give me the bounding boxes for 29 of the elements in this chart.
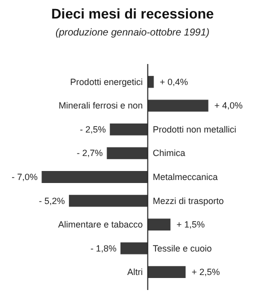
y-tick-label: Alimentare e tabacco [58, 220, 143, 230]
bar [148, 100, 208, 112]
y-tick-label: Minerali ferrosi e non [58, 100, 143, 111]
data-label: - 2,7% [76, 148, 103, 158]
data-label: + 2,5% [192, 267, 220, 278]
chart-subtitle: (produzione gennaio-ottobre 1991) [56, 28, 210, 38]
data-label: - 2,5% [80, 124, 106, 134]
chart-title: Dieci mesi di recessione [51, 6, 214, 22]
data-label: - 7,0% [12, 172, 38, 182]
data-label: + 0,4% [160, 76, 188, 87]
y-tick-label: Chimica [152, 148, 186, 158]
bar [148, 76, 154, 88]
y-tick-label: Metalmeccanica [152, 172, 218, 182]
y-tick-label: Tessile e cuoio [152, 243, 212, 254]
y-tick-label: Mezzi di trasporto [152, 196, 224, 206]
y-tick-label: Prodotti energetici [70, 76, 143, 87]
bar [106, 147, 148, 160]
bar [110, 124, 148, 136]
data-label: + 4,0% [214, 100, 243, 111]
data-label: + 1,5% [176, 220, 205, 230]
bar [148, 218, 170, 230]
data-label: - 1,8% [90, 243, 116, 254]
bar [148, 266, 186, 278]
bar [68, 194, 148, 207]
y-tick-label: Altri [127, 267, 143, 278]
y-tick-label: Prodotti non metallici [152, 124, 236, 134]
bar [42, 171, 148, 183]
bar [120, 242, 148, 254]
data-label: - 5,2% [38, 196, 65, 206]
